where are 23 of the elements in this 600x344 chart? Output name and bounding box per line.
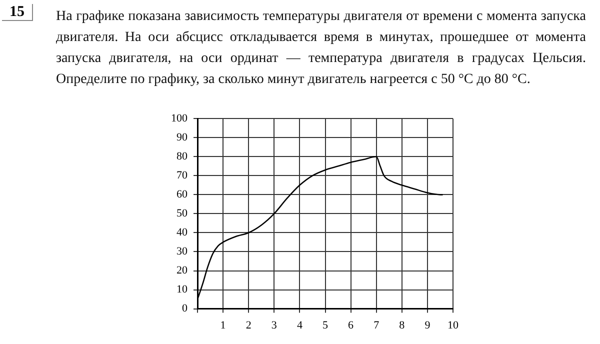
chart-title: На графике показана зависимость температуры двигателя от времени с момента запуска двигателя. На оси абсцисс откладывается время в минутах, прошедшее от момента запуска двигателя, на оси ординат — температура двигателя в градусах Цельсия. Определите по графику, за сколько минут двигатель нагреется с 50 °C до 80 °C. <box>56 8 586 89</box>
x-tick-label: 9 <box>424 319 431 332</box>
y-tick-label: 50 <box>176 208 188 220</box>
text: 15 <box>2 4 33 21</box>
y-tick-label: 30 <box>176 246 188 258</box>
x-tick-label: 4 <box>296 319 303 332</box>
x-tick-label: 7 <box>374 319 380 332</box>
x-tick-label: 10 <box>448 319 459 332</box>
y-tick-label: 20 <box>176 264 188 277</box>
x-tick-label: 1 <box>220 319 226 332</box>
y-tick-label: 0 <box>182 302 188 315</box>
x-tick-label: 8 <box>399 319 406 332</box>
y-tick-label: 40 <box>176 226 188 239</box>
y-tick-label: 10 <box>176 284 188 296</box>
y-tick-label: 80 <box>176 150 188 163</box>
x-tick-label: 5 <box>322 319 328 332</box>
y-tick-label: 70 <box>176 170 188 182</box>
x-tick-label: 6 <box>348 319 354 332</box>
y-tick-label: 100 <box>171 112 188 124</box>
y-tick-label: 60 <box>176 188 188 201</box>
x-tick-label: 3 <box>271 319 278 332</box>
y-tick-label: 90 <box>176 132 188 144</box>
x-tick-label: 2 <box>246 319 252 332</box>
